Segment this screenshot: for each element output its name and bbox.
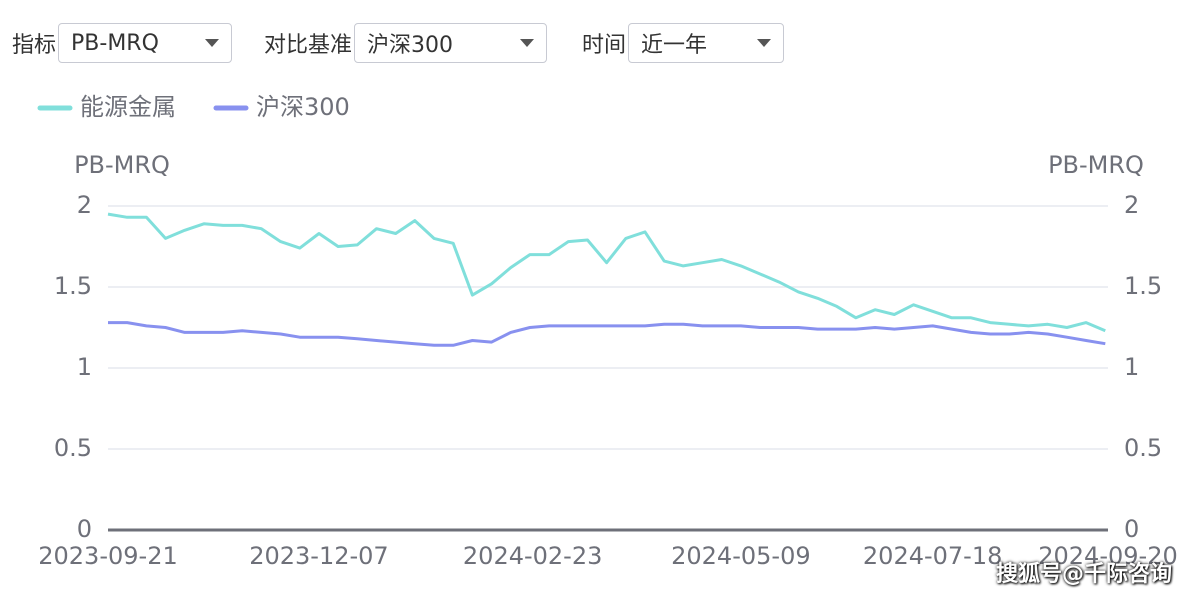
x-tick-label: 2024-05-09 — [671, 542, 810, 570]
dropdown-arrow — [757, 39, 772, 47]
y2-tick-label: 0 — [1124, 515, 1139, 543]
dropdown[interactable]: PB-MRQ — [58, 23, 233, 63]
x-tick-label: 2024-07-18 — [863, 542, 1002, 570]
y-axis-title: PB-MRQ — [74, 151, 170, 179]
y-tick-label: 0 — [77, 515, 92, 543]
x-tick-label: 2024-09-20 — [1038, 542, 1177, 570]
control-label: 对比基准 — [264, 33, 353, 58]
dropdown[interactable]: 近一年 — [628, 23, 785, 63]
control: 时间 近一年 — [582, 22, 785, 64]
dropdown-arrow — [205, 39, 220, 47]
x-tick-label: 2023-09-21 — [38, 542, 177, 570]
y2-tick-label: 1 — [1124, 353, 1139, 381]
x-tick-label: 2023-12-07 — [249, 542, 388, 570]
legend-label: 能源金属 — [80, 93, 176, 121]
y-tick-label: 1 — [77, 353, 92, 381]
dropdown-value: PB-MRQ — [71, 30, 159, 56]
y-tick-label: 2 — [77, 191, 92, 219]
control-label: 时间 — [582, 33, 627, 58]
dropdown-value: 沪深300 — [367, 33, 454, 58]
watermark: 搜狐号@千际咨询 — [995, 562, 1172, 587]
y2-tick-label: 1.5 — [1124, 272, 1162, 300]
dropdown-arrow — [520, 39, 535, 47]
y-tick-label: 1.5 — [54, 272, 92, 300]
legend-label: 沪深300 — [256, 93, 350, 121]
control-label: 指标 — [12, 33, 57, 58]
y-tick-label: 0.5 — [54, 434, 92, 462]
y2-axis-title: PB-MRQ — [1048, 151, 1144, 179]
series-line — [108, 321, 1106, 347]
dropdown-value: 近一年 — [641, 33, 708, 58]
control: 指标 PB-MRQ — [12, 22, 233, 64]
series-line — [107, 212, 1106, 333]
y2-tick-label: 0.5 — [1124, 434, 1162, 462]
x-tick-label: 2024-02-23 — [463, 542, 602, 570]
y2-tick-label: 2 — [1124, 191, 1139, 219]
dropdown[interactable]: 沪深300 — [354, 23, 548, 63]
control: 对比基准 沪深300 — [264, 22, 548, 64]
